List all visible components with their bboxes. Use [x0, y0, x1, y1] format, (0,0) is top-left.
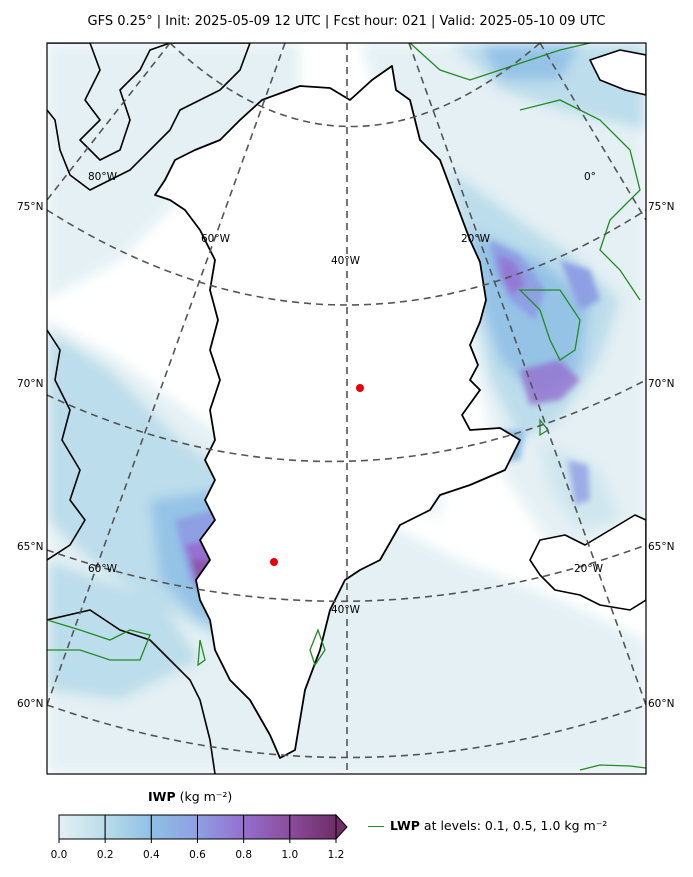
figure-title: GFS 0.25° | Init: 2025-05-09 12 UTC | Fc… — [87, 14, 606, 29]
lwp-legend-bold: LWP — [390, 818, 420, 833]
lwp-legend-text: at levels: 0.1, 0.5, 1.0 kg m⁻² — [419, 818, 608, 833]
lon-label-0: 0° — [584, 171, 596, 183]
parallel-75n — [47, 209, 646, 306]
lat-label-right-65: 65°N — [648, 541, 674, 553]
colorbar-tick-label: 0.2 — [97, 849, 114, 861]
lon-label-20w-bottom: 20°W — [574, 563, 604, 575]
meridian-80w — [47, 43, 171, 201]
greenland-coastline — [154, 65, 521, 759]
parallel-70n — [47, 379, 646, 463]
graticule — [47, 43, 646, 774]
lat-label-right-70: 70°N — [648, 378, 674, 390]
lon-label-60w-top: 60°W — [201, 233, 231, 245]
baffin-coastline — [47, 329, 86, 561]
iceland-coastline — [529, 514, 646, 611]
ellesmere-coastline — [47, 43, 251, 191]
lwp-legend: LWP at levels: 0.1, 0.5, 1.0 kg m⁻² — [368, 818, 607, 833]
meridian-20w — [408, 43, 646, 706]
lat-labels-right: 75°N 70°N 65°N 60°N — [648, 201, 674, 710]
colorbar-tick-label: 1.0 — [281, 849, 298, 861]
colorbar-segment — [150, 814, 198, 840]
station-marker-1 — [356, 384, 364, 392]
lat-label-left-70: 70°N — [17, 378, 43, 390]
colorbar-extend-arrow — [335, 813, 348, 841]
lon-label-20w-top: 20°W — [461, 233, 491, 245]
parallel-80n — [169, 43, 541, 128]
colorbar-segment — [104, 814, 152, 840]
lon-label-40w-top: 40°W — [331, 255, 361, 267]
colorbar-boxes — [58, 814, 337, 840]
lat-label-left-65: 65°N — [17, 541, 43, 553]
lon-label-80w: 80°W — [88, 171, 118, 183]
lon-label-40w-bottom: 40°W — [331, 604, 361, 616]
colorbar-tick-label: 1.2 — [328, 849, 345, 861]
lat-label-right-75: 75°N — [648, 201, 674, 213]
colorbar-tick-label: 0.4 — [143, 849, 160, 861]
colorbar-segment — [58, 814, 106, 840]
colorbar-tick-label: 0.6 — [189, 849, 206, 861]
colorbar-segment — [289, 814, 337, 840]
colorbar-tick-label: 0.8 — [235, 849, 252, 861]
lwp-contours — [47, 43, 646, 771]
inner-lon-labels: 80°W 60°W 40°W 20°W 0° 60°W 40°W 20°W — [88, 171, 604, 616]
colorbar-segment — [243, 814, 291, 840]
lon-label-60w-bottom: 60°W — [88, 563, 118, 575]
lwp-legend-line — [368, 826, 384, 827]
colorbar-ticks: 0.0 0.2 0.4 0.6 0.8 1.0 1.2 — [51, 839, 345, 861]
colorbar-tick-label: 0.0 — [51, 849, 68, 861]
map-content: 80°W 60°W 40°W 20°W 0° 60°W 40°W 20°W — [47, 43, 646, 774]
meridian-0 — [539, 43, 646, 221]
colorbar-segment — [197, 814, 245, 840]
lat-label-right-60: 60°N — [648, 698, 674, 710]
colorbar-title-bold: IWP — [148, 789, 176, 804]
colorbar-title-units: (kg m⁻²) — [175, 789, 233, 804]
labrador-coastline — [47, 609, 216, 774]
svalbard-coastline — [589, 49, 646, 96]
lat-label-left-60: 60°N — [17, 698, 43, 710]
colorbar: 0.0 0.2 0.4 0.6 0.8 1.0 1.2 — [51, 813, 348, 861]
colorbar-title: IWP (kg m⁻²) — [148, 789, 232, 804]
meridian-60w — [47, 43, 286, 706]
map-frame — [46, 42, 647, 775]
lat-label-left-75: 75°N — [17, 201, 43, 213]
lat-labels-left: 75°N 70°N 65°N 60°N — [17, 201, 43, 710]
station-marker-2 — [270, 558, 278, 566]
